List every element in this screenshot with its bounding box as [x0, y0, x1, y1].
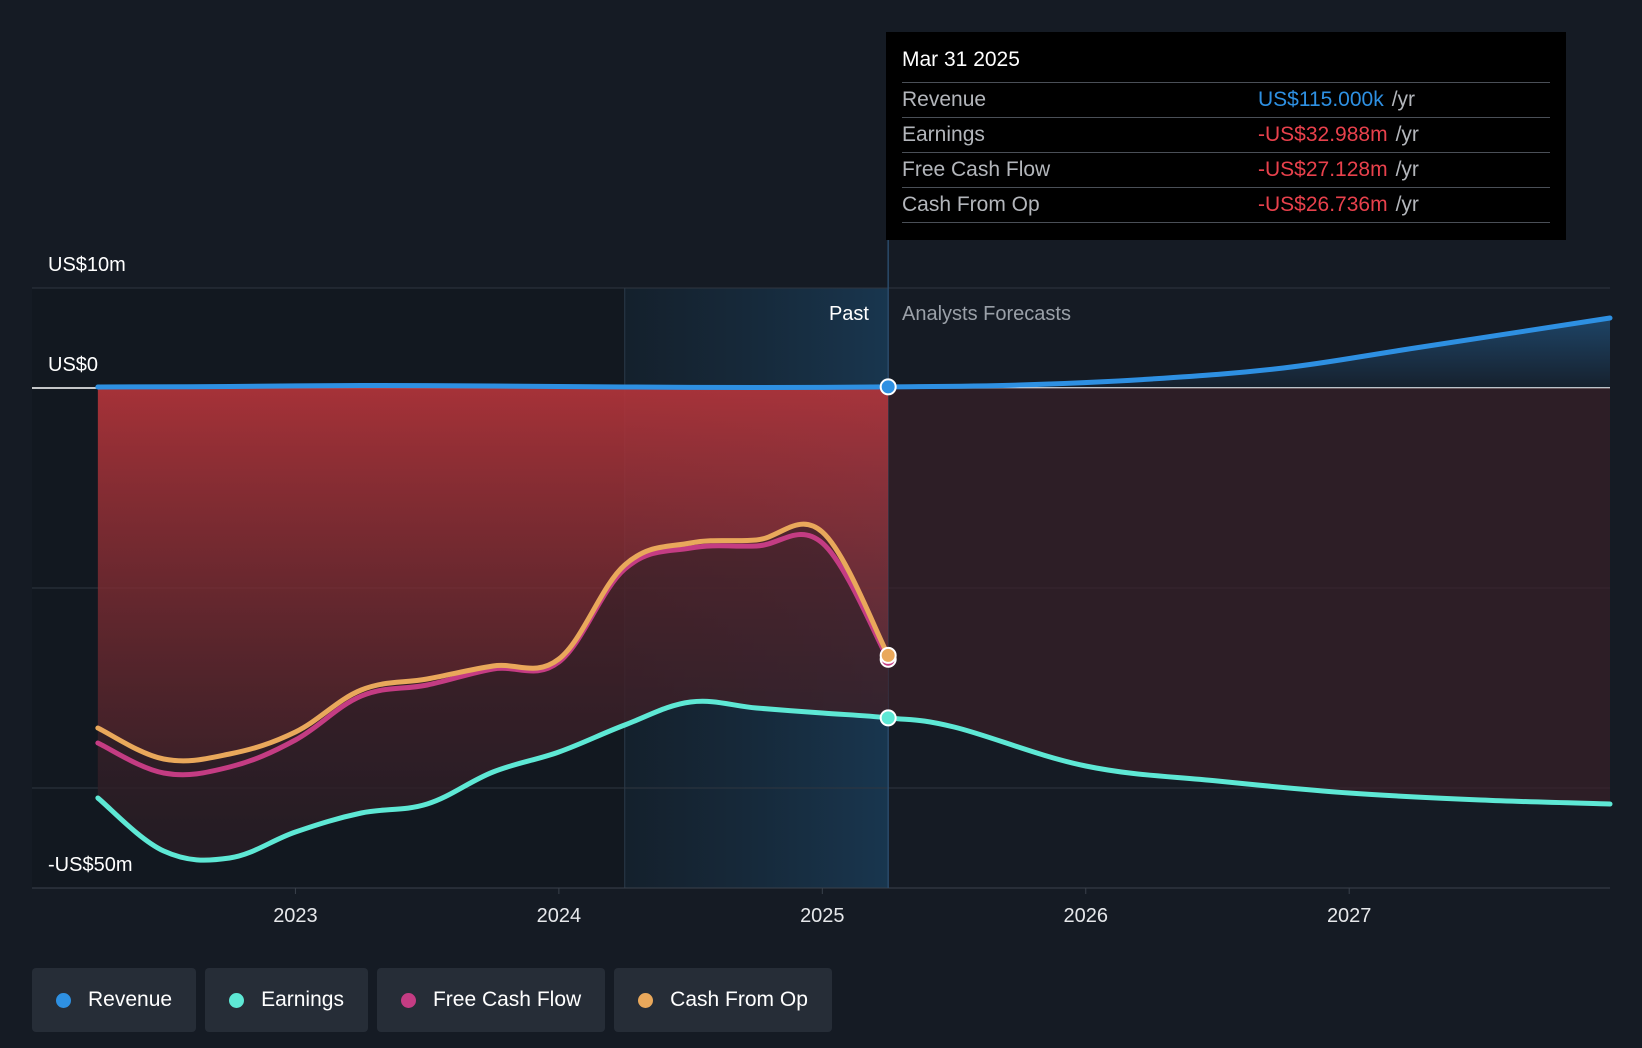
legend-dot-icon — [400, 992, 416, 1008]
y-label-top: US$10m — [48, 254, 126, 276]
tooltip-unit: /yr — [1395, 193, 1419, 216]
tooltip-row-free-cash-flow: Free Cash Flow -US$27.128m /yr — [902, 153, 1550, 188]
tooltip-unit: /yr — [1391, 88, 1416, 111]
tooltip-value: -US$27.128m — [1258, 158, 1388, 181]
tooltip-row-earnings: Earnings -US$32.988m /yr — [902, 118, 1550, 153]
tooltip-name: Cash From Op — [902, 193, 1040, 216]
tooltip-unit: /yr — [1395, 158, 1419, 181]
legend-item-cash-from-op[interactable]: Cash From Op — [614, 968, 832, 1032]
legend-label: Free Cash Flow — [432, 988, 582, 1011]
tooltip-name: Free Cash Flow — [902, 158, 1051, 181]
series-line-revenue — [95, 315, 1613, 391]
marker-cash-from-op — [879, 646, 897, 664]
x-tick-label: 2023 — [273, 905, 318, 927]
tooltip-value: -US$32.988m — [1258, 123, 1388, 146]
series-line-free-cash-flow — [95, 531, 891, 778]
legend-dot-icon — [56, 992, 71, 1008]
legend-label: Earnings — [261, 988, 344, 1011]
legend-label: Revenue — [88, 988, 173, 1011]
forecast-label: Analysts Forecasts — [902, 303, 1071, 325]
x-tick-label: 2024 — [537, 905, 582, 927]
legend-item-earnings[interactable]: Earnings — [205, 968, 368, 1032]
cashflow-band — [97, 524, 889, 858]
marker-earnings — [879, 709, 897, 727]
tooltip-name: Revenue — [902, 88, 987, 111]
tooltip-unit: /yr — [1395, 123, 1419, 146]
y-label-bottom: -US$50m — [48, 854, 132, 876]
legend: Revenue Earnings Free Cash Flow Cash Fro… — [32, 968, 832, 1032]
x-tick-label: 2025 — [800, 905, 845, 927]
revenue-area — [888, 318, 1610, 388]
earnings-loss-area-forecast — [888, 388, 1610, 804]
x-tick-label: 2027 — [1327, 905, 1372, 927]
marker-revenue — [879, 378, 897, 396]
tooltip-row-cash-from-op: Cash From Op -US$26.736m /yr — [902, 188, 1550, 223]
tooltip-value: -US$26.736m — [1258, 193, 1388, 216]
x-tick-label: 2026 — [1064, 905, 1109, 927]
legend-item-free-cash-flow[interactable]: Free Cash Flow — [376, 968, 606, 1032]
series-line-cash-from-op — [95, 521, 891, 764]
y-label-zero: US$0 — [48, 354, 98, 376]
legend-item-revenue[interactable]: Revenue — [32, 968, 197, 1032]
past-label: Past — [829, 303, 869, 325]
legend-dot-icon — [638, 992, 654, 1008]
legend-label: Cash From Op — [670, 988, 808, 1011]
legend-dot-icon — [229, 992, 245, 1008]
tooltip: Mar 31 2025 Revenue US$115.000k /yr Earn… — [886, 32, 1566, 240]
tooltip-date: Mar 31 2025 — [902, 46, 1550, 83]
series-line-earnings — [95, 698, 1613, 863]
tooltip-value: US$115.000k — [1258, 88, 1384, 111]
tooltip-row-revenue: Revenue US$115.000k /yr — [902, 83, 1550, 118]
tooltip-name: Earnings — [902, 123, 985, 146]
